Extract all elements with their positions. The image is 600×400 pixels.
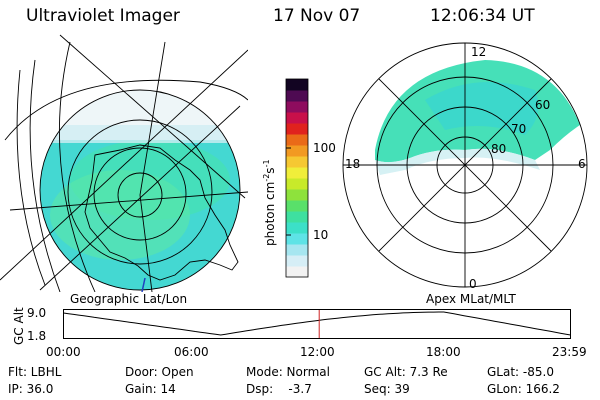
- colorbar-tick-100: 100: [313, 141, 336, 155]
- color-scale-cell: [286, 255, 308, 267]
- color-scale-cell: [286, 145, 308, 157]
- info-dsp: Dsp: -3.7: [246, 382, 312, 396]
- mlt-label-18: 18: [345, 157, 360, 171]
- info-glat: GLat: -85.0: [487, 365, 554, 379]
- geographic-image: [0, 34, 248, 292]
- color-scale-cell: [286, 79, 308, 91]
- colorbar-unit: photon cm-2s-1: [262, 159, 277, 246]
- color-scale-cell: [286, 222, 308, 234]
- magnetic-polar-plot: 12 18 6 0 60 70 80: [342, 42, 588, 291]
- info-filter: Flt: LBHL: [8, 365, 62, 379]
- info-seq: Seq: 39: [364, 382, 410, 396]
- mlat-label-80: 80: [491, 142, 506, 156]
- color-scale-cell: [286, 244, 308, 256]
- mlt-label-6: 6: [578, 157, 586, 171]
- geographic-caption: Geographic Lat/Lon: [70, 292, 188, 306]
- color-scale-cell: [286, 112, 308, 124]
- mlt-label-12: 12: [471, 45, 486, 59]
- color-scale-cell: [286, 101, 308, 113]
- lat-lon-grid: [0, 34, 248, 292]
- time-tick-1200: 12:00: [300, 345, 335, 359]
- info-mode: Mode: Normal: [246, 365, 330, 379]
- mlat-label-70: 70: [511, 122, 526, 136]
- mlat-label-60: 60: [535, 98, 550, 112]
- mlat-grid: [342, 42, 588, 288]
- color-scale-cell: [286, 178, 308, 190]
- color-scale-cell: [286, 123, 308, 135]
- color-scale-cell: [286, 156, 308, 168]
- instrument-title: Ultraviolet Imager: [26, 6, 180, 26]
- color-scale-cell: [286, 167, 308, 179]
- color-scale-cell: [286, 266, 308, 278]
- antarctica-coastline: [84, 144, 239, 281]
- info-ip: IP: 36.0: [8, 382, 54, 396]
- altitude-ylabel: GC Alt: [12, 307, 26, 345]
- color-scale-cell: [286, 134, 308, 146]
- mlt-label-0: 0: [469, 277, 477, 291]
- info-gain: Gain: 14: [125, 382, 176, 396]
- color-scale-cell: [286, 189, 308, 201]
- altitude-ytick-9: 9.0: [27, 306, 47, 320]
- color-scale-cell: [286, 200, 308, 212]
- color-scale-cell: [286, 90, 308, 102]
- time-label: 12:06:34 UT: [430, 6, 535, 26]
- magnetic-caption: Apex MLat/MLT: [426, 292, 516, 306]
- time-tick-2359: 23:59: [552, 345, 587, 359]
- color-scale-bar: [286, 79, 308, 278]
- color-scale-cell: [286, 233, 308, 245]
- info-gc-alt: GC Alt: 7.3 Re: [364, 365, 448, 379]
- info-glon: GLon: 166.2: [487, 382, 560, 396]
- color-scale: [285, 78, 309, 278]
- info-door: Door: Open: [125, 365, 194, 379]
- time-tick-1800: 18:00: [426, 345, 461, 359]
- time-tick-0600: 06:00: [174, 345, 209, 359]
- time-tick-0000: 00:00: [46, 345, 81, 359]
- color-scale-cell: [286, 211, 308, 223]
- date-label: 17 Nov 07: [273, 6, 361, 26]
- spacecraft-meridian: [141, 277, 146, 292]
- altitude-plot: [63, 309, 571, 339]
- altitude-ytick-1-8: 1.8: [27, 329, 47, 343]
- altitude-curve: [63, 311, 571, 336]
- colorbar-tick-10: 10: [313, 228, 329, 242]
